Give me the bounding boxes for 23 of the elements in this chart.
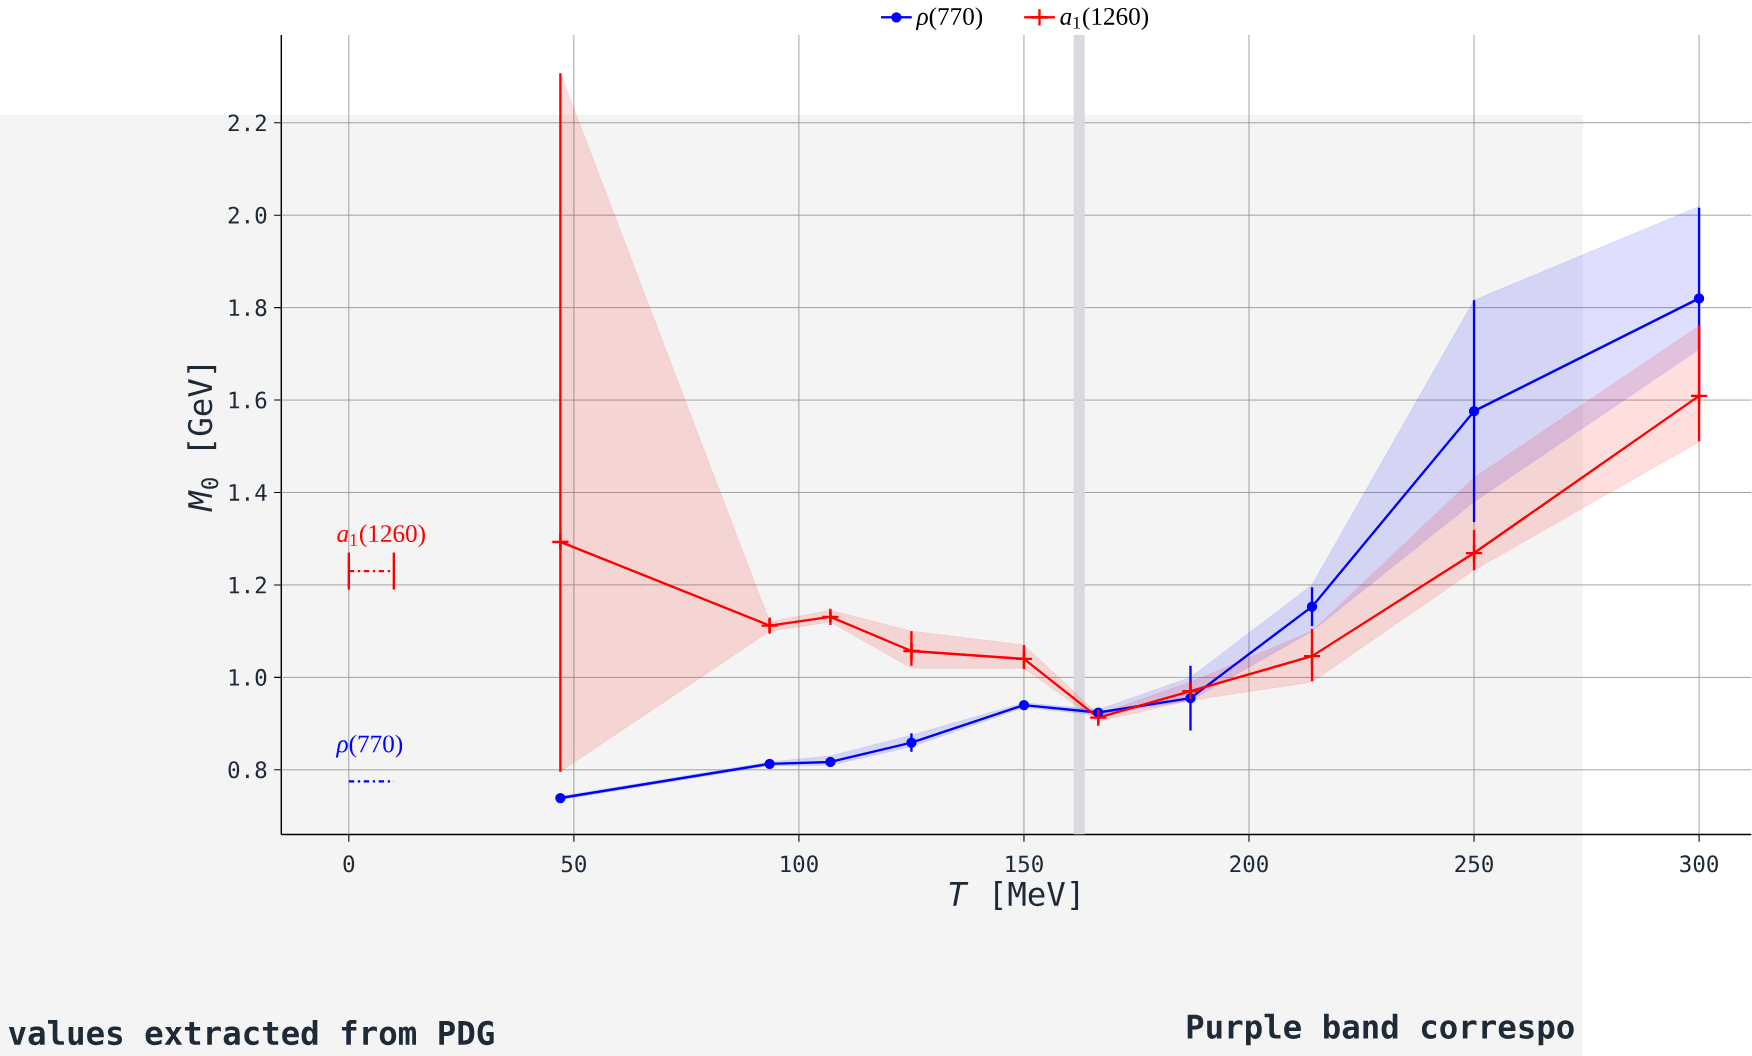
y-tick-label: 1.8 [229,298,267,316]
annotation: a$_{1}$(1260) [337,524,425,548]
x-tick-label: 200 [1230,855,1268,873]
text: M$_{0}$ [GeV] [187,365,219,512]
x-tick-label: 150 [1006,855,1043,873]
annotation: ρ(770) [335,734,403,758]
y-tick-label: 2.2 [228,114,266,131]
x-axis-title: T [MeV] [949,880,1079,910]
y-tick-label: 1.0 [229,668,267,686]
y-tick-label: 1.4 [229,484,267,501]
y-tick-label: 1.6 [229,391,267,409]
text: values extracted from PDG [8,1019,494,1045]
legend-label: ρ(770) [915,6,983,30]
text: Purple band correspo [1187,1013,1574,1045]
legend-label: a$_{1}$(1260) [1060,6,1149,30]
y-tick-label: 0.8 [228,761,267,779]
x-tick-label: 0 [343,855,355,873]
x-tick-label: 50 [561,855,586,873]
x-tick-label: 250 [1455,855,1493,873]
y-tick-label: 1.2 [229,576,266,594]
y-tick-label: 2.0 [228,206,267,224]
x-tick-label: 100 [781,855,818,873]
x-tick-label: 300 [1680,855,1718,873]
